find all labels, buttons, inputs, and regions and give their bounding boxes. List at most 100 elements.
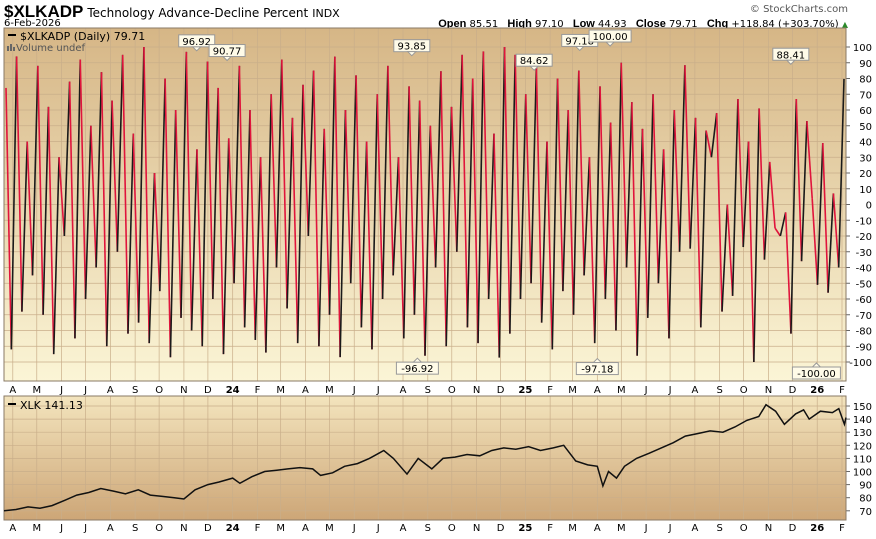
annotation-label: 90.77 xyxy=(213,47,242,58)
adp-segment xyxy=(837,78,845,268)
y-tick-label: 10 xyxy=(859,185,872,196)
adp-segment xyxy=(63,81,71,237)
adp-segment xyxy=(636,128,644,356)
adp-segment xyxy=(265,94,272,353)
annotation-label: 100.00 xyxy=(593,32,628,43)
x-tick-label: D xyxy=(789,385,797,396)
adp-segment xyxy=(249,109,257,340)
adp-segment xyxy=(821,143,829,293)
adp-segment xyxy=(68,81,76,339)
x-tick-label: S xyxy=(132,523,138,534)
annotation-pointer xyxy=(412,357,423,363)
symbol-name: Technology Advance-Decline Percent xyxy=(87,6,309,20)
adp-legend: $XLKADP (Daily) 79.71 xyxy=(20,30,145,43)
annotation-pointer xyxy=(785,59,797,65)
y-tick-label: 100 xyxy=(853,468,872,479)
adp-segment xyxy=(47,106,55,355)
adp-segment xyxy=(143,46,151,344)
annotation-label: -100.00 xyxy=(797,369,836,380)
adp-segment xyxy=(376,94,384,300)
y-tick-label: 20 xyxy=(859,169,872,180)
x-tick-label: J xyxy=(376,523,380,534)
adp-segment xyxy=(148,172,156,344)
plot-border xyxy=(3,395,847,521)
x-tick-label: F xyxy=(839,385,845,396)
annotation-pointer xyxy=(592,357,603,364)
chart-title: $XLKADP Technology Advance-Decline Percen… xyxy=(4,2,340,22)
adp-segment xyxy=(456,54,463,252)
adp-segment xyxy=(710,113,718,158)
adp-segment xyxy=(493,133,501,358)
adp-segment xyxy=(556,78,564,292)
y-tick-label: 120 xyxy=(853,441,872,452)
adp-panel: A M J J A S O N D 24 F M A M J J A S O N D 25 F M A M J J A S O N D 26 F 10… xyxy=(3,27,872,396)
adp-segment xyxy=(583,157,591,276)
annotation-pointer xyxy=(811,362,822,368)
adp-segment xyxy=(334,56,341,358)
adp-segment xyxy=(31,65,39,276)
adp-segment xyxy=(567,109,575,315)
adp-segment xyxy=(238,65,246,328)
adp-segment xyxy=(694,117,702,328)
annotation-label: 97.18 xyxy=(565,36,594,47)
adp-segment xyxy=(731,98,739,296)
adp-segment xyxy=(402,86,410,339)
x-tick-label: N xyxy=(765,385,772,396)
high-value: 97.10 xyxy=(535,19,564,30)
adp-segment xyxy=(546,141,554,350)
x-tick-label: O xyxy=(740,385,748,396)
adp-segment xyxy=(705,130,713,158)
chart-date: 6-Feb-2026 xyxy=(4,18,61,29)
y-tick-label: -30 xyxy=(856,248,872,259)
x-tick-label: O xyxy=(740,523,748,534)
copyright: © StockCharts.com xyxy=(749,4,848,15)
adp-segment xyxy=(15,56,23,312)
adp-segment xyxy=(153,172,161,292)
x-tick-label: A xyxy=(691,523,698,534)
adp-segment xyxy=(312,70,320,347)
adp-segment xyxy=(715,113,723,312)
x-tick-label: M xyxy=(568,385,577,396)
y-tick-label: -90 xyxy=(856,342,872,353)
adp-segment xyxy=(450,106,458,252)
x-tick-label: 26 xyxy=(810,523,824,534)
x-tick-label: J xyxy=(352,523,356,534)
adp-segment xyxy=(588,157,596,344)
adp-segment xyxy=(180,51,188,318)
adp-segment xyxy=(471,78,479,344)
adp-segment xyxy=(318,128,326,347)
x-tick-label: 25 xyxy=(518,523,532,534)
annotation-pointer xyxy=(191,46,202,52)
x-tick-label: A xyxy=(107,385,114,396)
y-tick-label: 40 xyxy=(859,138,872,149)
annotation-label: 96.92 xyxy=(182,37,211,48)
adp-segment xyxy=(270,94,278,268)
x-tick-label: J xyxy=(644,523,648,534)
adp-segment xyxy=(625,102,633,268)
adp-segment xyxy=(578,70,585,276)
adp-segment xyxy=(737,98,745,248)
adp-segment xyxy=(185,51,193,331)
adp-segment xyxy=(339,109,347,358)
adp-segment xyxy=(593,86,601,344)
adp-segment xyxy=(74,59,82,339)
adp-segment xyxy=(413,100,421,315)
adp-segment xyxy=(387,65,394,276)
adp-segment xyxy=(286,117,294,309)
adp-segment xyxy=(5,87,13,350)
x-tick-label: N xyxy=(180,523,187,534)
adp-segment xyxy=(37,65,44,315)
symbol: $XLKADP xyxy=(4,2,84,21)
adp-segment xyxy=(657,149,665,284)
volume-bars-icon xyxy=(7,44,15,51)
x-tick-label: J xyxy=(352,385,356,396)
x-tick-label: S xyxy=(716,385,722,396)
adp-segment xyxy=(673,109,681,252)
y-tick-label: -40 xyxy=(856,264,872,275)
x-tick-label: M xyxy=(568,523,577,534)
adp-segment xyxy=(498,46,506,358)
adp-segment xyxy=(105,100,113,347)
adp-segment xyxy=(355,75,363,328)
y-tick-label: 110 xyxy=(853,454,872,465)
x-tick-label: F xyxy=(255,523,261,534)
